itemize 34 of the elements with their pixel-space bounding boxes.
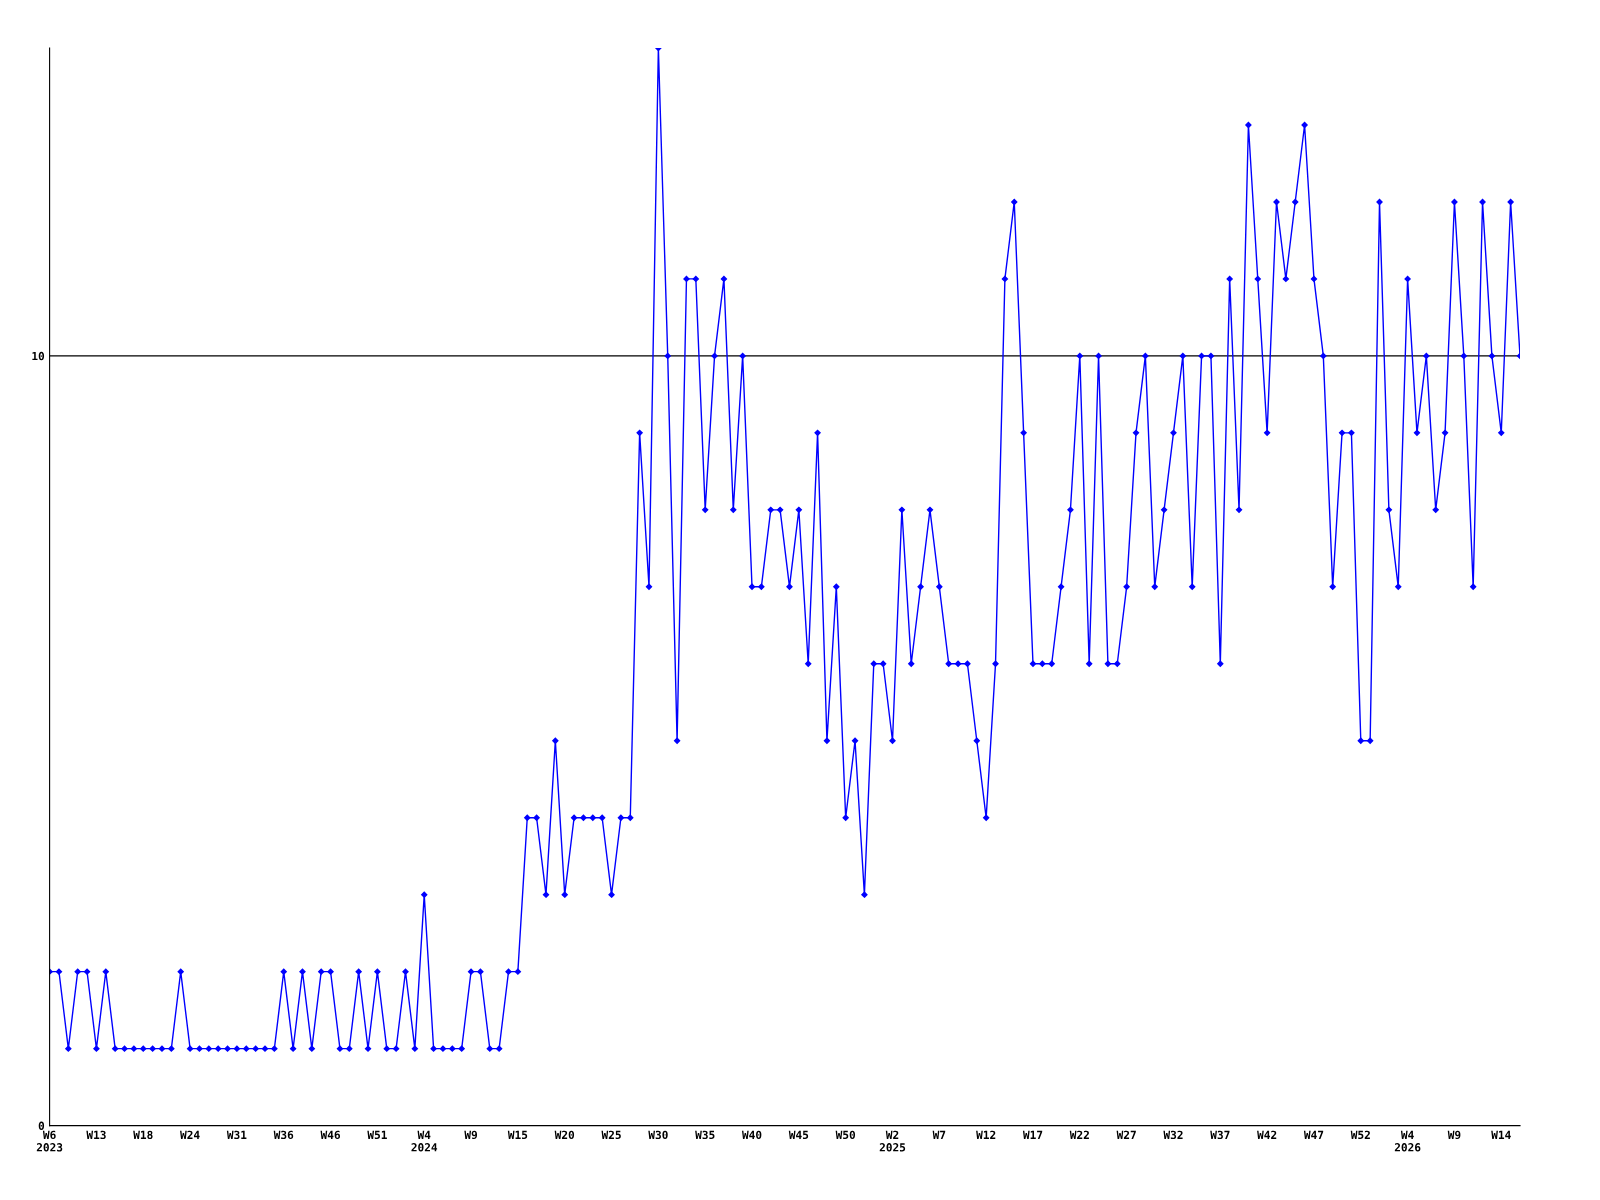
x-tick-label: W25 (601, 1130, 621, 1140)
x-tick-label: W51 (367, 1130, 387, 1140)
x-tick-label: W27 (1116, 1130, 1136, 1139)
x-tick-label: W47 (1303, 1130, 1324, 1139)
x-tick-label: W9 (464, 1130, 478, 1140)
x-tick-label: W37 (1210, 1130, 1230, 1140)
x-tick-label: W36 (273, 1130, 294, 1140)
x-tick-label: W30 (648, 1130, 668, 1140)
x-tick-label: W7 (932, 1130, 946, 1139)
x-tick-label: W31 (226, 1130, 247, 1140)
x-tick-label: W22 (1069, 1130, 1089, 1139)
x-tick-label: W52 (1350, 1130, 1370, 1140)
x-tick-label: W4 2026 (1394, 1130, 1421, 1152)
x-tick-label: W45 (788, 1130, 809, 1140)
x-tick-label: W32 (1163, 1130, 1183, 1140)
x-tick-label: W46 (320, 1130, 340, 1140)
x-tick-label: W35 (695, 1130, 715, 1140)
x-tick-label: W2 2025 (879, 1130, 906, 1152)
x-tick-label: W9 (1447, 1130, 1461, 1140)
x-tick-label: W20 (554, 1130, 575, 1140)
x-tick-label: W15 (507, 1130, 528, 1140)
x-tick-label: W6 2023 (36, 1130, 63, 1152)
x-tick-label: W24 (180, 1130, 200, 1139)
x-tick-label: W18 (133, 1130, 153, 1140)
x-tick-label: W4 2024 (411, 1130, 438, 1152)
x-tick-label: W17 (1022, 1130, 1043, 1139)
x-tick-label: W50 (835, 1130, 856, 1140)
x-tick-label: W14 (1491, 1130, 1511, 1139)
x-tick-label: W42 (1257, 1130, 1277, 1139)
x-tick-label: W12 (976, 1130, 996, 1139)
y-tick-label: 10 (32, 351, 45, 361)
x-tick-label: W13 (86, 1130, 106, 1140)
x-tick-label: W40 (741, 1130, 762, 1140)
y-tick-label: 0 (38, 1121, 45, 1130)
